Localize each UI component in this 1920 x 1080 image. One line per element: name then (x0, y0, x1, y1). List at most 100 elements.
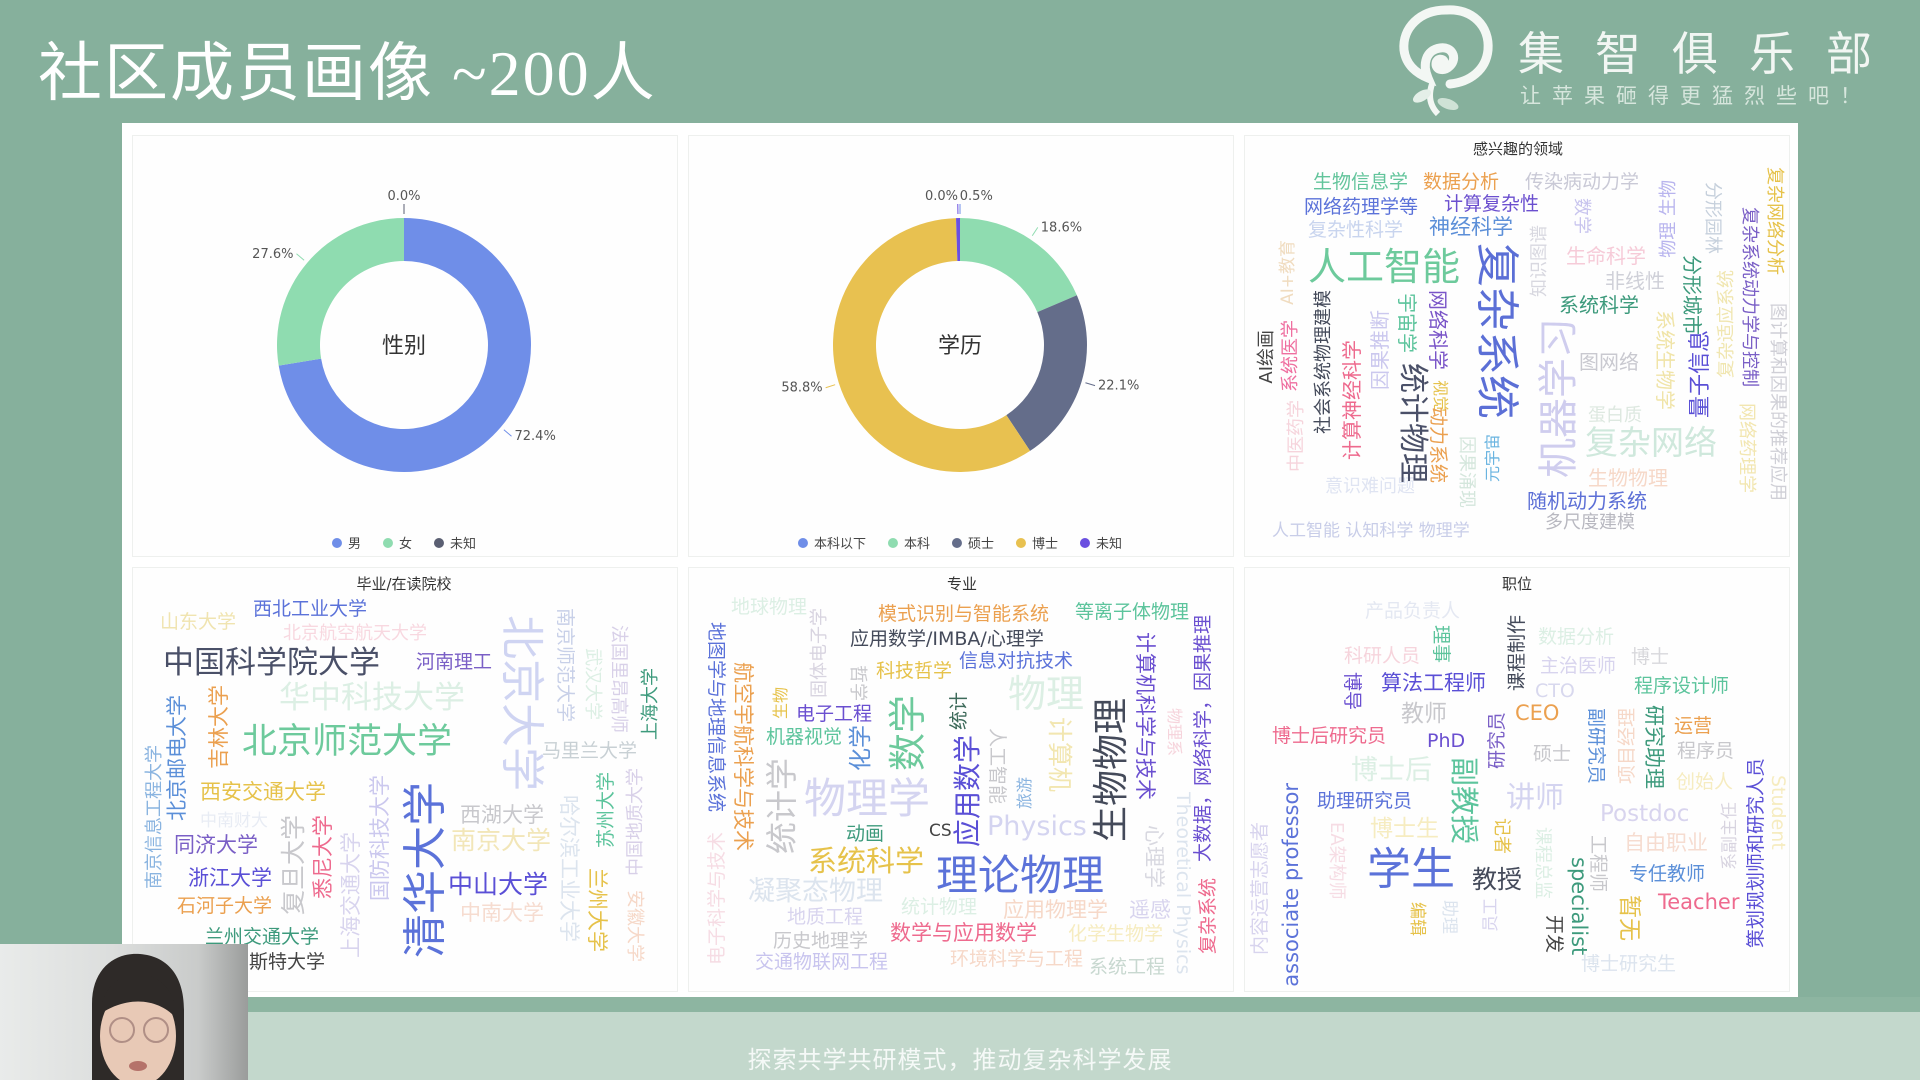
interests-word: 生物物理 (1588, 466, 1668, 490)
schools-word: 国防科技大学 (368, 775, 392, 901)
legend-dot-icon (331, 537, 342, 548)
positions-word: 记者 (1491, 818, 1512, 854)
legend-item[interactable]: 本科以下 (797, 533, 866, 552)
majors-word: 地图学与地理信息系统 (705, 622, 727, 813)
majors-word: 计算机科学与技术 (1133, 632, 1157, 800)
legend-dot-icon (1080, 537, 1091, 548)
legend-item[interactable]: 本科 (887, 533, 930, 552)
majors-title: 专业 (946, 575, 978, 593)
interests-word: 网络药理学等 (1304, 196, 1419, 218)
schools-word: 吉林大学 (207, 685, 231, 769)
legend-item[interactable]: 未知 (1080, 533, 1122, 552)
positions-word: 博导 (1341, 672, 1363, 711)
positions-word: 程序员 (1677, 740, 1735, 762)
majors-word: 固体电子学 (809, 608, 830, 698)
legend-label: 本科以下 (813, 537, 866, 552)
positions-panel (1244, 567, 1790, 992)
interests-word: 蛋白质 (1588, 405, 1642, 426)
interests-word: 复杂网络 (1585, 423, 1717, 462)
legend-item[interactable]: 博士 (1016, 533, 1058, 552)
legend-item[interactable]: 硕士 (951, 533, 995, 552)
schools-word: 安徽大学 (624, 890, 645, 962)
legend-item[interactable]: 女 (382, 533, 412, 552)
majors-word: 化学生物学 (1068, 923, 1164, 945)
schools-word: 北京邮电大学 (165, 695, 189, 821)
interests-word: 生物信息学 (1313, 171, 1409, 193)
legend-label: 硕士 (967, 537, 995, 552)
legend-label: 博士 (1032, 537, 1059, 552)
positions-word: 产品负责人 (1365, 600, 1461, 622)
interests-word: 数据分析 (1423, 171, 1500, 193)
schools-word: 华中科技大学 (279, 680, 465, 716)
majors-word: 物理 (1008, 672, 1085, 716)
positions-word: 教授 (1472, 865, 1523, 894)
schools-word: 清华大学 (400, 782, 451, 958)
positions-word: CTO (1535, 680, 1575, 702)
schools-word: 浙江大学 (188, 866, 272, 890)
positions-word: CEO (1515, 701, 1560, 725)
majors-word: 应用物理学 (1003, 898, 1108, 922)
interests-word: 中医药学 (1286, 400, 1307, 472)
interests-word: AI+教育 (1278, 240, 1298, 305)
legend-dot-icon (1016, 537, 1027, 548)
logo-name: 集智俱乐部 (1518, 27, 1903, 81)
divider-strip (0, 997, 1920, 1012)
schools-word: 中山大学 (448, 870, 549, 899)
positions-word: 助理 (1439, 900, 1459, 934)
interests-word: 复杂性科学 (1308, 219, 1404, 241)
schools-word: 中南大学 (460, 901, 544, 925)
schools-panel (132, 567, 678, 992)
interests-word: 社会系统物理建模 (1313, 290, 1334, 434)
positions-word: 博士生 (1370, 816, 1439, 842)
schools-word: 山东大学 (160, 611, 237, 633)
majors-word: 环境科学与工程 (950, 948, 1084, 970)
schools-word: 河南理工 (416, 651, 493, 673)
majors-word: 电子工程 (796, 703, 873, 725)
majors-word: 电子科学与技术 (706, 832, 728, 966)
schools-word: 斯特大学 (249, 951, 326, 973)
positions-word: 科研人员 (1344, 645, 1421, 667)
positions-word: 开发 (1543, 915, 1565, 954)
footer-band (0, 1012, 1920, 1080)
positions-word: 博士研究生 (1581, 953, 1677, 975)
interests-word: 动力系统 (1427, 407, 1449, 484)
legend-item[interactable]: 男 (331, 533, 361, 552)
legend-item[interactable]: 未知 (434, 533, 476, 552)
positions-word: 员工 (1481, 898, 1501, 932)
schools-word: 南京大学 (451, 826, 552, 855)
interests-word: 图网络 (1579, 350, 1639, 374)
positions-word: PhD (1427, 730, 1466, 752)
positions-word: 主治医师 (1540, 655, 1617, 677)
schools-word: 兰州大学 (585, 868, 609, 952)
legend-dot-icon (382, 537, 393, 548)
majors-word: 统计学 (763, 758, 801, 855)
positions-word: 自由职业 (1624, 831, 1708, 855)
schools-word: 北京大学 (496, 615, 547, 791)
interests-word: 复杂系统动力学与控制 (1739, 207, 1760, 387)
positions-word: 工程师 (1587, 835, 1609, 893)
majors-word: 交通物联网工程 (755, 951, 889, 973)
interests-word: 复杂网络分析 (1764, 167, 1785, 275)
positions-word: 副研究员 (1585, 708, 1607, 785)
schools-word: 西湖大学 (460, 803, 544, 827)
majors-word: 凝聚态物理 (748, 876, 883, 907)
majors-word: 生物 (771, 687, 790, 720)
interests-word: 宇宙学 (1395, 293, 1419, 353)
majors-word: 应用数学 (951, 735, 984, 848)
positions-word: Teacher (1658, 890, 1740, 914)
positions-word: 博士后 (1351, 755, 1432, 786)
schools-word: 西北工业大学 (253, 598, 368, 620)
positions-word: 创始人 (1676, 771, 1734, 793)
interests-word: 因果推断 (1368, 310, 1392, 390)
majors-word: 地球物理 (731, 596, 808, 618)
schools-word: 哈尔滨工业大学 (557, 795, 581, 942)
majors-word: 化学 (848, 725, 874, 771)
schools-word: 南京信息工程大学 (144, 745, 165, 889)
interests-word: 系统医学 (1280, 320, 1301, 392)
majors-word: 动画 (846, 823, 885, 845)
interests-word: 多尺度建模 (1545, 512, 1635, 533)
gender-legend[interactable]: 男 女 未知 (331, 533, 476, 552)
positions-word: 系副主任 (1720, 802, 1740, 870)
education-legend[interactable]: 本科以下 本科 硕士 博士 未知 (797, 533, 1122, 552)
webcam-feed (0, 944, 248, 1080)
